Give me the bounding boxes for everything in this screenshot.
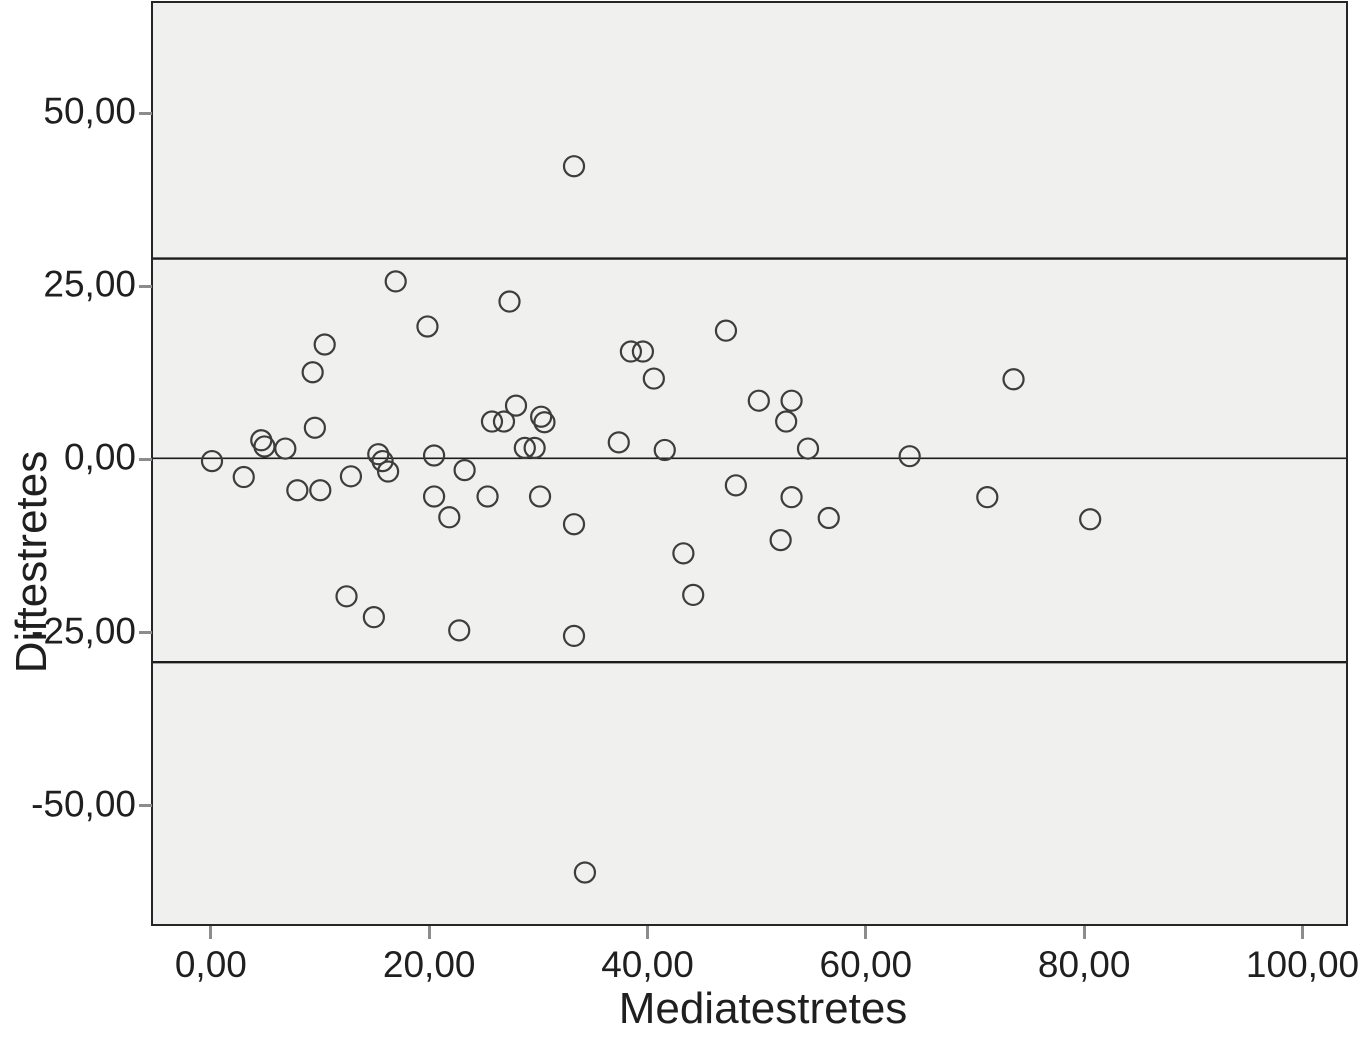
data-point bbox=[607, 431, 630, 454]
x-axis-title: Mediatestretes bbox=[618, 984, 908, 1033]
data-point bbox=[384, 270, 407, 293]
x-tick-label: 80,00 bbox=[1037, 944, 1131, 985]
data-point bbox=[335, 585, 358, 608]
data-point bbox=[253, 435, 276, 458]
data-point bbox=[1002, 368, 1025, 391]
y-tick-mark bbox=[139, 457, 152, 461]
data-point bbox=[498, 290, 521, 313]
y-tick-mark bbox=[139, 804, 152, 808]
x-tick-label: 100,00 bbox=[1245, 944, 1360, 985]
x-tick-mark bbox=[209, 926, 213, 939]
data-point bbox=[653, 438, 676, 462]
data-point bbox=[448, 619, 471, 642]
x-tick-mark bbox=[427, 926, 431, 939]
data-point bbox=[438, 506, 461, 529]
data-point bbox=[682, 583, 705, 607]
data-point bbox=[780, 389, 803, 412]
data-point bbox=[313, 333, 336, 356]
y-tick-label: -50,00 bbox=[31, 782, 136, 824]
data-point bbox=[301, 361, 324, 384]
plot-area bbox=[151, 1, 1348, 926]
data-point bbox=[533, 411, 556, 434]
data-point bbox=[523, 436, 546, 459]
y-tick-mark bbox=[139, 631, 152, 635]
data-point bbox=[976, 486, 999, 509]
data-point bbox=[476, 485, 499, 508]
data-point bbox=[492, 410, 516, 433]
data-point bbox=[274, 437, 297, 460]
x-tick-label: 0,00 bbox=[174, 944, 247, 985]
data-point bbox=[416, 315, 439, 338]
data-point bbox=[339, 465, 363, 488]
data-point bbox=[422, 485, 446, 508]
y-tick-mark bbox=[139, 284, 152, 288]
data-point bbox=[631, 340, 655, 363]
data-point bbox=[528, 485, 552, 508]
data-point bbox=[286, 479, 309, 502]
data-point bbox=[232, 465, 255, 489]
x-tick-mark bbox=[1301, 926, 1305, 939]
data-point bbox=[775, 410, 798, 433]
data-point bbox=[898, 445, 921, 468]
data-point bbox=[200, 449, 224, 473]
data-point bbox=[619, 340, 643, 363]
data-point bbox=[714, 319, 738, 342]
data-point bbox=[562, 624, 586, 648]
data-point bbox=[672, 542, 695, 565]
data-point bbox=[453, 458, 476, 482]
data-point bbox=[573, 861, 597, 884]
data-point bbox=[480, 410, 504, 433]
x-tick-label: 60,00 bbox=[819, 944, 913, 985]
scatter-plot-canvas bbox=[153, 155, 1346, 884]
data-point bbox=[303, 416, 326, 439]
data-point bbox=[422, 444, 446, 467]
data-point bbox=[362, 606, 385, 629]
data-point bbox=[562, 513, 586, 536]
data-point bbox=[309, 479, 332, 502]
x-tick-mark bbox=[864, 926, 868, 939]
y-tick-label: 25,00 bbox=[43, 263, 136, 305]
x-tick-mark bbox=[1082, 926, 1086, 939]
data-point bbox=[562, 155, 586, 178]
data-point bbox=[747, 389, 770, 412]
y-tick-label: -25,00 bbox=[31, 609, 136, 651]
data-point bbox=[780, 486, 803, 509]
data-point bbox=[504, 394, 528, 417]
x-tick-mark bbox=[646, 926, 650, 939]
data-point bbox=[1079, 508, 1102, 531]
data-point bbox=[513, 436, 536, 459]
x-tick-label: 40,00 bbox=[601, 944, 694, 985]
data-point bbox=[376, 460, 400, 483]
data-point bbox=[642, 367, 665, 390]
data-point bbox=[530, 405, 553, 428]
y-tick-label: 50,00 bbox=[43, 90, 136, 132]
data-point bbox=[724, 474, 747, 497]
y-tick-mark bbox=[139, 111, 152, 115]
data-point bbox=[817, 506, 840, 530]
y-tick-label: 0,00 bbox=[63, 436, 136, 478]
x-tick-label: 20,00 bbox=[382, 944, 476, 985]
data-point bbox=[371, 449, 394, 473]
data-point bbox=[796, 437, 820, 460]
data-point bbox=[769, 529, 792, 552]
